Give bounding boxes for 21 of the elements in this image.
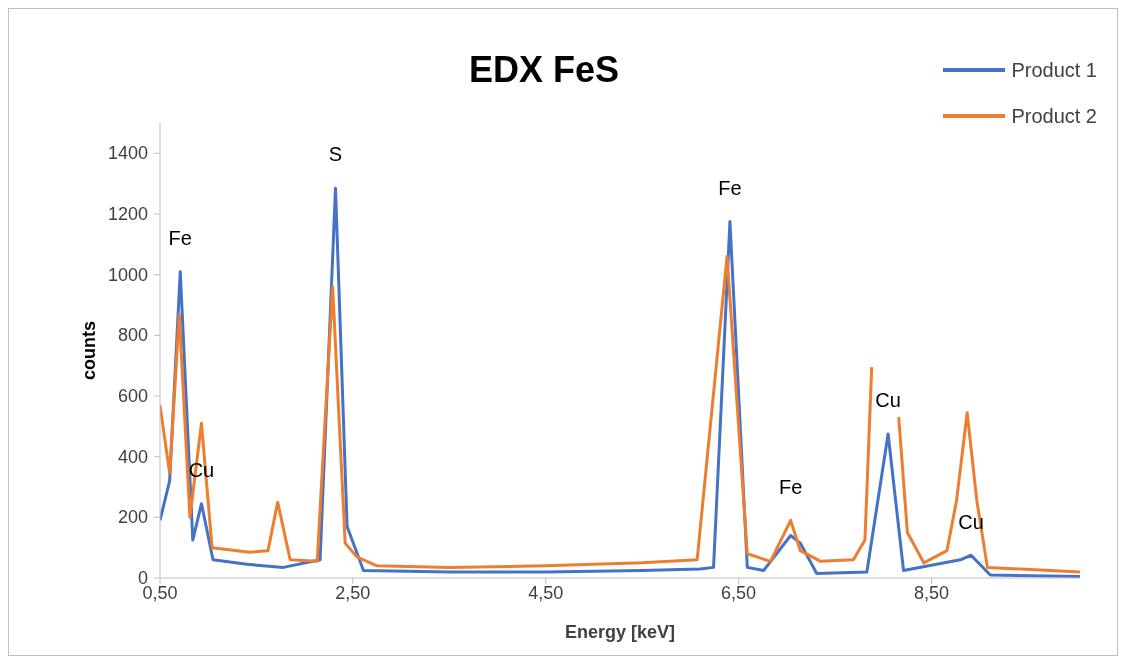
annotation: Fe <box>718 176 742 199</box>
annotation: Fe <box>779 475 803 498</box>
annotation: Fe <box>168 226 192 249</box>
y-tick-label: 1000 <box>107 264 148 285</box>
y-tick-label: 1400 <box>107 143 148 164</box>
chart-title: EDX FeS <box>468 49 620 90</box>
annotation: Cu <box>875 389 901 412</box>
annotation: S <box>328 143 343 166</box>
y-tick-label: 1200 <box>107 204 148 224</box>
x-tick-label: 8,50 <box>913 582 950 603</box>
legend-label: Product 2 <box>1011 104 1097 128</box>
y-tick-label: 800 <box>117 325 148 346</box>
y-tick-label: 400 <box>117 446 148 467</box>
x-tick-label: 4,50 <box>528 582 564 603</box>
x-axis-title: Energy [keV] <box>564 622 676 642</box>
y-tick-label: 200 <box>117 507 148 528</box>
x-tick-label: 2,50 <box>335 582 371 603</box>
y-tick-label: 600 <box>117 386 148 406</box>
legend-label: Product 1 <box>1011 58 1097 82</box>
y-axis-title: counts <box>79 320 100 381</box>
x-tick-label: 6,50 <box>721 582 757 603</box>
